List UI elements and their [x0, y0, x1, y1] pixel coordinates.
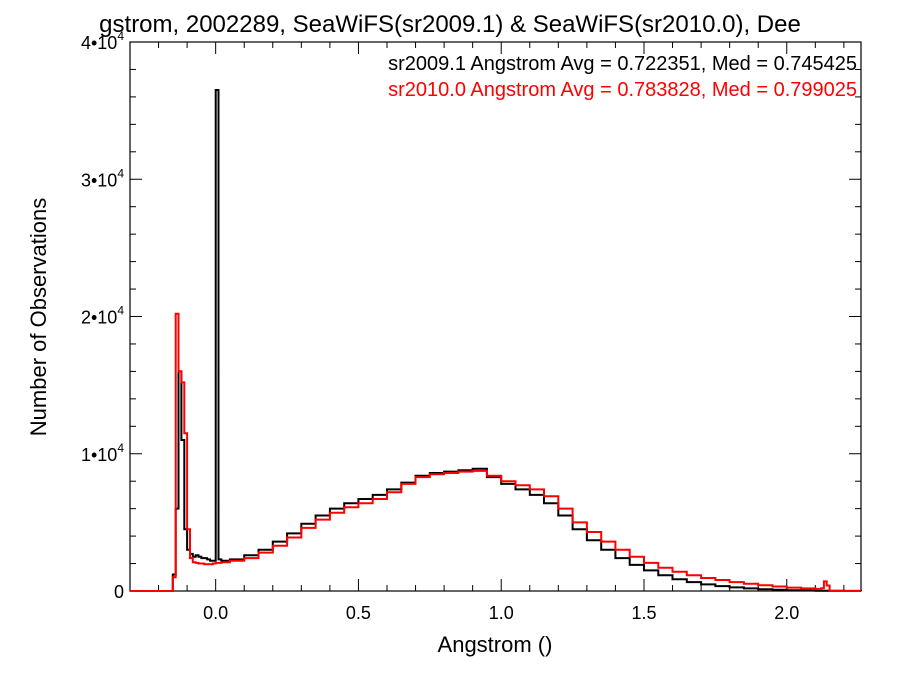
y-tick-label: 4•104: [81, 29, 124, 53]
x-axis-label: Angstrom (): [438, 632, 553, 657]
y-axis-label: Number of Observations: [26, 198, 51, 436]
legend-entry-sr2010.0: sr2010.0 Angstrom Avg = 0.783828, Med = …: [388, 79, 857, 101]
x-tick-label: 1.0: [489, 603, 514, 623]
series-line-sr2010.0: [130, 312, 861, 592]
y-tick-label: 0: [114, 582, 124, 602]
x-axis-ticks: 0.0 0.5 1.0 1.5 2.0: [158, 42, 845, 623]
x-tick-label: 0.0: [203, 603, 228, 623]
chart-title: gstrom, 2002289, SeaWiFS(sr2009.1) & Sea…: [99, 11, 801, 38]
series-line-sr2009.1: [130, 89, 862, 592]
x-tick-label: 1.5: [631, 603, 656, 623]
plot-border: [129, 41, 862, 592]
legend-entry-sr2009.1: sr2009.1 Angstrom Avg = 0.722351, Med = …: [388, 53, 857, 75]
legend: sr2009.1 Angstrom Avg = 0.722351, Med = …: [388, 53, 857, 101]
y-tick-label: 2•104: [81, 304, 124, 328]
plot-frame: [129, 41, 862, 592]
y-tick-label: 3•104: [81, 166, 124, 190]
y-tick-label: 1•104: [81, 441, 124, 465]
series-layer: [130, 89, 862, 592]
x-tick-label: 0.5: [346, 603, 371, 623]
y-axis-ticks: 0 1•104 2•104 3•104 4•104: [81, 29, 861, 602]
x-tick-label: 2.0: [774, 603, 799, 623]
